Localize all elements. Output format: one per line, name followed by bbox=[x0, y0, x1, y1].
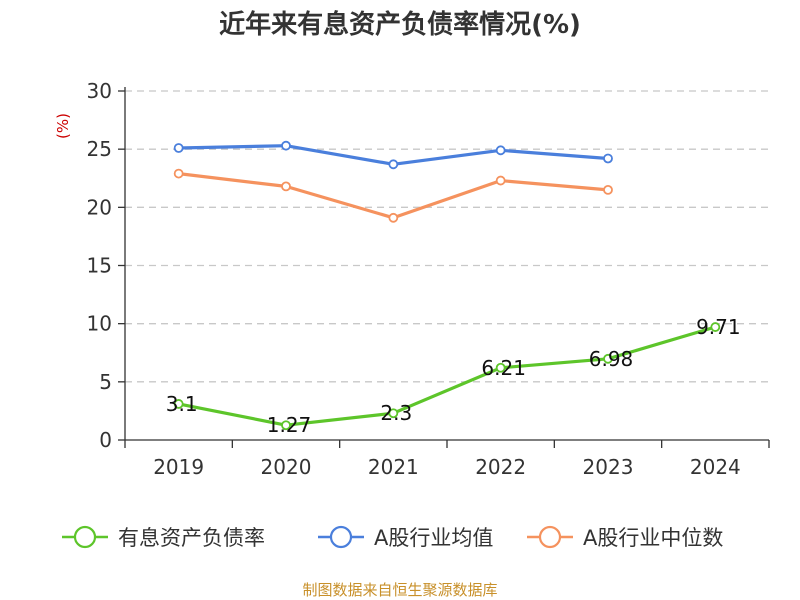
data-label: 1.27 bbox=[267, 413, 312, 437]
data-point bbox=[603, 184, 613, 195]
data-point bbox=[388, 212, 399, 223]
x-tick-label: 2020 bbox=[261, 455, 312, 479]
data-point bbox=[388, 159, 399, 170]
y-tick-label: 25 bbox=[87, 137, 112, 161]
data-point bbox=[603, 353, 613, 364]
y-tick-label: 30 bbox=[87, 79, 112, 103]
data-label: 2.3 bbox=[380, 401, 412, 425]
data-point bbox=[495, 175, 506, 186]
data-point bbox=[281, 181, 291, 192]
y-unit-label: (%) bbox=[54, 113, 72, 139]
y-tick-label: 20 bbox=[87, 195, 112, 219]
legend-marker bbox=[329, 525, 353, 549]
y-tick-label: 10 bbox=[87, 312, 112, 336]
data-point bbox=[495, 145, 506, 156]
data-point bbox=[173, 399, 184, 409]
data-label: 6.21 bbox=[481, 356, 526, 380]
data-point bbox=[388, 408, 399, 419]
data-point bbox=[603, 153, 613, 164]
series-line bbox=[178, 325, 716, 427]
legend-marker bbox=[73, 525, 97, 549]
data-label: 3.1 bbox=[166, 392, 198, 416]
data-point bbox=[281, 420, 291, 431]
legend-marker bbox=[538, 525, 562, 549]
data-point bbox=[710, 322, 721, 332]
data-label: 9.71 bbox=[696, 315, 741, 339]
data-point bbox=[173, 168, 184, 179]
y-tick-label: 15 bbox=[87, 254, 112, 278]
data-point bbox=[281, 140, 291, 151]
legend-label: A股行业均值 bbox=[374, 526, 493, 550]
series-line bbox=[178, 172, 609, 220]
y-tick-label: 5 bbox=[99, 370, 112, 394]
x-tick-label: 2021 bbox=[368, 455, 419, 479]
data-label: 6.98 bbox=[589, 347, 634, 371]
x-tick-label: 2024 bbox=[690, 455, 741, 479]
data-point bbox=[173, 143, 184, 153]
x-tick-label: 2023 bbox=[583, 455, 634, 479]
legend-label: A股行业中位数 bbox=[583, 526, 723, 550]
source-note: 制图数据来自恒生聚源数据库 bbox=[302, 581, 497, 599]
chart-title: 近年来有息资产负债率情况(%) bbox=[219, 9, 581, 40]
x-tick-label: 2019 bbox=[153, 455, 204, 479]
y-tick-label: 0 bbox=[99, 428, 112, 452]
data-point bbox=[495, 362, 506, 373]
x-tick-label: 2022 bbox=[475, 455, 526, 479]
legend-label: 有息资产负债率 bbox=[118, 526, 265, 550]
